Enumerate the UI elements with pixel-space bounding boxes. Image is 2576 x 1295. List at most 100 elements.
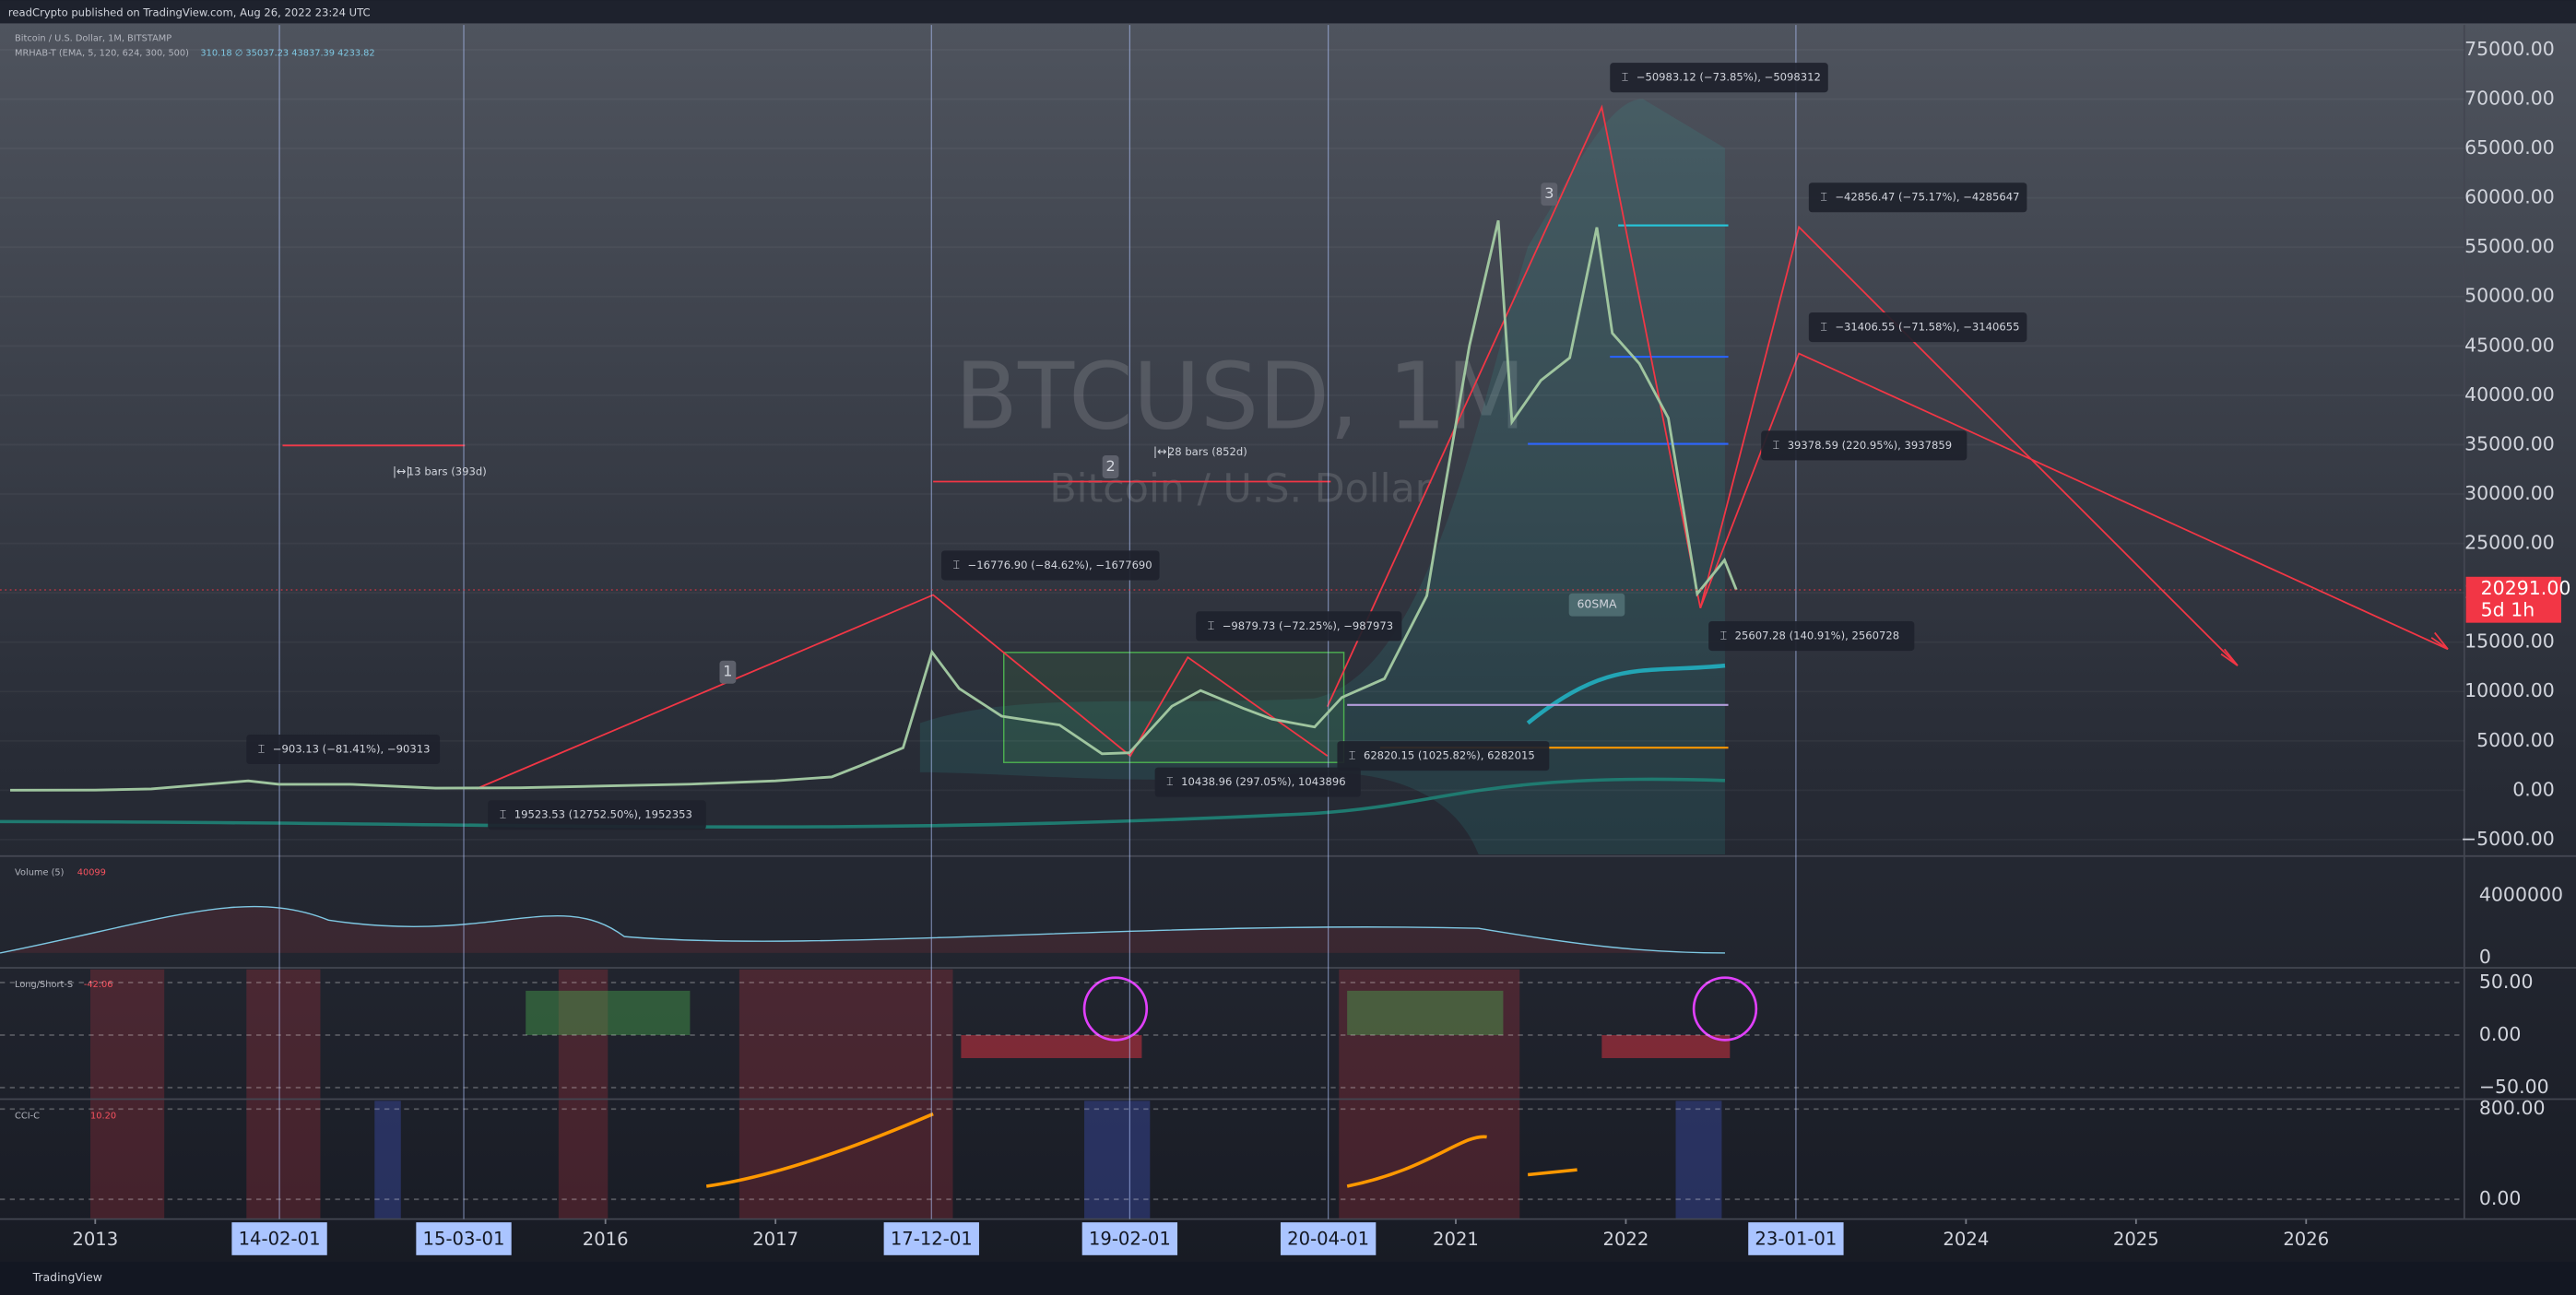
x-tick-label: 2022 [1603, 1229, 1649, 1250]
measure-box [1761, 430, 1967, 461]
pane-title: Volume (5) [15, 868, 64, 878]
countdown: 5d 1h [2481, 598, 2535, 620]
last-price-box [2465, 576, 2561, 623]
measure-box [1610, 63, 1828, 93]
x-tick-label: 2017 [752, 1229, 798, 1250]
band [90, 969, 165, 1219]
highlight-circle [1692, 976, 1758, 1042]
measure-box [1154, 767, 1361, 797]
measure-label: −16776.90 (−84.62%), −1677690 [968, 559, 1152, 571]
measure-icon: ⌶ [1773, 438, 1779, 452]
symbol-legend: Bitcoin / U.S. Dollar, 1M, BITSTAMP [15, 33, 171, 43]
band [739, 969, 953, 1219]
measure-label: 10438.96 (297.05%), 1043896 [1181, 775, 1345, 788]
measure-icon: ⌶ [500, 807, 506, 821]
x-tick-label: 2021 [1433, 1229, 1479, 1250]
indicator-values: 310.18 ∅ 35037.23 43837.39 4233.82 [200, 48, 374, 58]
projection [1699, 352, 2449, 651]
measure-label: −31406.55 (−71.58%), −3140655 [1835, 321, 2019, 334]
measure-icon: ⌶ [1820, 320, 1826, 334]
volume-area [0, 905, 1725, 954]
measure-icon: ⌶ [258, 741, 265, 755]
histogram [526, 990, 691, 1036]
x-tick-label: 2025 [2113, 1229, 2159, 1250]
y-tick-label: 30000.00 [2464, 482, 2555, 504]
y-tick-label: 75000.00 [2464, 38, 2555, 60]
x-tick-label: 2016 [583, 1229, 629, 1250]
last-price-label: 20291.00 [2481, 577, 2571, 599]
pane-value: -42.06 [84, 980, 113, 990]
y-tick-label: −5000.00 [2461, 828, 2555, 850]
date-label: 19-02-01 [1089, 1228, 1171, 1249]
cci-line [705, 1112, 1578, 1188]
histogram [1347, 990, 1504, 1036]
arrow-head [2220, 648, 2239, 666]
date-label: 14-02-01 [239, 1228, 321, 1249]
measure-box [1808, 182, 2027, 213]
band [1675, 1101, 1722, 1219]
pane-title: Long/Short-S [15, 980, 73, 990]
y-tick-label: 10000.00 [2464, 679, 2555, 701]
ema-cloud [919, 99, 1725, 855]
footer-logo: TradingView [32, 1270, 102, 1284]
y-tick-label: 50000.00 [2464, 285, 2555, 307]
wave-label: 3 [1544, 184, 1554, 202]
band [246, 969, 321, 1219]
footer-bar [0, 1261, 2576, 1295]
date-label: 15-03-01 [423, 1228, 505, 1249]
date-label: 20-04-01 [1287, 1228, 1369, 1249]
date-label: 23-01-01 [1755, 1228, 1837, 1249]
band [374, 1101, 401, 1219]
ema-line [0, 777, 1726, 829]
measure-box [1196, 611, 1402, 642]
watermark-symbol: BTCUSD, 1M [955, 342, 1526, 450]
pane-separators [0, 25, 2576, 1220]
measure-box [488, 800, 706, 830]
histogram [1601, 1035, 1731, 1058]
y-tick-label: 65000.00 [2464, 136, 2555, 159]
y-tick-label: 0 [2479, 946, 2491, 968]
measure-box [1808, 312, 2027, 343]
wave-label: 2 [1105, 457, 1115, 475]
measure-icon: ⌶ [1349, 748, 1355, 762]
y-tick-label: 45000.00 [2464, 334, 2555, 356]
measure-label: −42856.47 (−75.17%), −4285647 [1835, 191, 2019, 204]
measure-box [1708, 620, 1915, 652]
measure-icon: ⌶ [952, 558, 959, 571]
measure-label: −50983.12 (−73.85%), −5098312 [1637, 71, 1821, 84]
measure-label: −9879.73 (−72.25%), −987973 [1223, 619, 1393, 632]
measure-icon: ⌶ [1208, 618, 1214, 632]
measure-label: 19523.53 (12752.50%), 1952353 [514, 808, 692, 821]
y-tick-label: 50.00 [2479, 971, 2534, 993]
wave-label-box [1568, 593, 1625, 617]
date-label-box [416, 1222, 512, 1255]
arrow-head [2430, 631, 2449, 651]
indicator-legend: MRHAB-T (EMA, 5, 120, 624, 300, 500) [15, 48, 189, 58]
date-label-box [1748, 1222, 1844, 1255]
y-tick-label: 25000.00 [2464, 532, 2555, 554]
wave-label-box [1541, 182, 1558, 206]
y-tick-label: 15000.00 [2464, 630, 2555, 653]
wave-label-box [1102, 455, 1119, 478]
date-label-box [883, 1222, 979, 1255]
pane-title: CCI-C [15, 1111, 40, 1121]
measure-label: 62820.15 (1025.82%), 6282015 [1364, 749, 1535, 762]
date-label-box [231, 1222, 327, 1255]
measure-icon: ⌶ [1166, 774, 1173, 788]
measure-icon: ⌶ [1720, 629, 1727, 642]
date-label: 17-12-01 [891, 1228, 973, 1249]
measure-icon: |↔| [393, 464, 410, 477]
measure-label: 13 bars (393d) [408, 465, 487, 477]
x-tick-label: 2024 [1943, 1229, 1989, 1250]
measure-icon: ⌶ [1820, 190, 1826, 204]
highlight-circle [1082, 976, 1149, 1042]
band [558, 969, 609, 1219]
y-tick-label: 35000.00 [2464, 432, 2555, 454]
y-tick-label: 40000.00 [2464, 383, 2555, 406]
x-tick-label: 2013 [72, 1229, 118, 1250]
x-tick-label: 2026 [2283, 1229, 2329, 1250]
ema-line [1526, 663, 1726, 725]
y-tick-label: 55000.00 [2464, 235, 2555, 257]
